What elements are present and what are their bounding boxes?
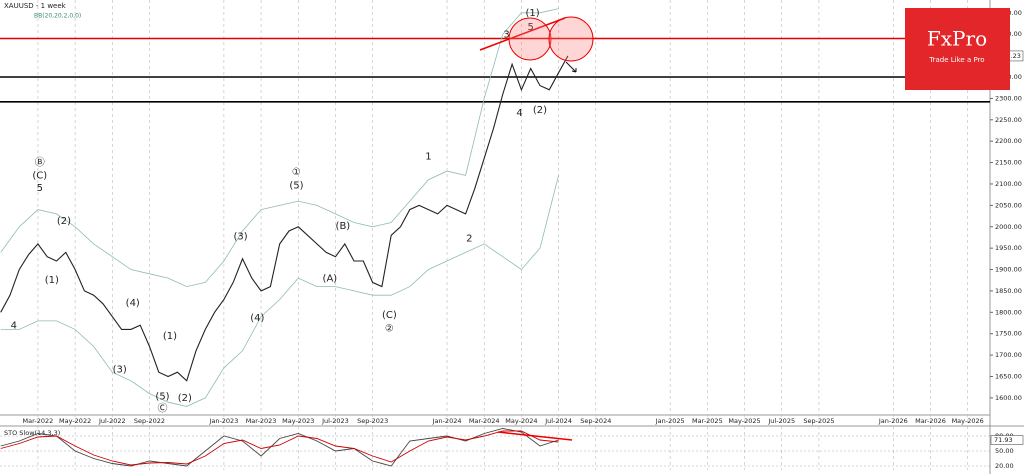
stochastic-line — [0, 428, 559, 467]
x-tick-label: Jul-2022 — [98, 417, 126, 425]
stochastic-last-label: 71.93 — [994, 436, 1013, 444]
y-tick-label: 2250.00 — [995, 116, 1022, 124]
x-tick-label: Jan-2023 — [208, 417, 238, 425]
wave-label: 4 — [516, 108, 522, 119]
x-tick-label: Jan-2026 — [878, 417, 908, 425]
wave-label: 2 — [466, 234, 472, 245]
wave-label: (B) — [336, 221, 351, 232]
x-tick-label: Mar-2022 — [23, 417, 54, 425]
stochastic-title: STO Slow(14,3,3) — [4, 429, 60, 437]
y-tick-label: 2050.00 — [995, 201, 1022, 209]
y-tick-label: 2100.00 — [995, 180, 1022, 188]
x-tick-label: Mar-2025 — [692, 417, 723, 425]
x-tick-label: Mar-2024 — [469, 417, 500, 425]
x-tick-label: Jul-2024 — [544, 417, 572, 425]
wave-label: (1) — [525, 8, 539, 19]
y-tick-label: 1750.00 — [995, 330, 1022, 338]
wave-label: (3) — [113, 365, 127, 376]
wave-label: (C) — [32, 170, 47, 181]
y-tick-label: 1650.00 — [995, 372, 1022, 380]
highlight-circle — [508, 17, 552, 61]
wave-label: Ⓒ — [158, 403, 168, 415]
stochastic-trend-line — [497, 431, 573, 441]
wave-label: (2) — [533, 105, 547, 116]
y-tick-label: 2200.00 — [995, 137, 1022, 145]
wave-label: (C) — [382, 310, 397, 321]
wave-label: (1) — [45, 275, 59, 286]
x-tick-label: Sep-2025 — [803, 417, 834, 425]
bollinger-band — [0, 8, 559, 288]
x-tick-label: Jul-2023 — [321, 417, 349, 425]
y-tick-label: 1800.00 — [995, 308, 1022, 316]
wave-label: (1) — [163, 331, 177, 342]
projection-arrow — [565, 61, 577, 73]
stochastic-tick-label: 20.00 — [995, 462, 1014, 470]
wave-label: (3) — [234, 232, 248, 243]
wave-label: 3 — [503, 30, 509, 41]
x-tick-label: May-2025 — [728, 417, 760, 425]
wave-label: 1 — [425, 152, 431, 163]
y-tick-label: 2300.00 — [995, 94, 1022, 102]
x-tick-label: Mar-2023 — [246, 417, 277, 425]
x-tick-label: Sep-2024 — [580, 417, 611, 425]
stochastic-line — [0, 430, 559, 466]
x-tick-label: May-2026 — [952, 417, 984, 425]
wave-label: Ⓑ — [35, 157, 45, 169]
x-tick-label: Mar-2026 — [915, 417, 946, 425]
x-tick-label: Sep-2022 — [134, 417, 165, 425]
logo-tagline: Trade Like a Pro — [928, 56, 984, 64]
wave-label: (A) — [323, 274, 338, 285]
wave-label: ① — [292, 167, 301, 178]
y-tick-label: 1700.00 — [995, 351, 1022, 359]
x-tick-label: Jul-2025 — [767, 417, 795, 425]
y-tick-label: 2150.00 — [995, 159, 1022, 167]
wave-label: (2) — [57, 216, 71, 227]
logo-box — [905, 8, 1010, 90]
y-tick-label: 1950.00 — [995, 244, 1022, 252]
x-tick-label: Jan-2025 — [655, 417, 685, 425]
y-tick-label: 1900.00 — [995, 266, 1022, 274]
stochastic-tick-label: 50.00 — [995, 447, 1014, 455]
y-tick-label: 1850.00 — [995, 287, 1022, 295]
highlight-circle — [548, 16, 594, 62]
wave-label: (5) — [155, 392, 169, 403]
wave-label: (4) — [250, 313, 264, 324]
y-tick-label: 2000.00 — [995, 223, 1022, 231]
bollinger-band — [0, 175, 559, 407]
logo-name: FxPro — [927, 27, 987, 51]
x-tick-label: May-2022 — [59, 417, 91, 425]
wave-label: 4 — [11, 321, 17, 332]
x-tick-label: May-2023 — [282, 417, 314, 425]
wave-label: 5 — [528, 22, 534, 33]
trend-line — [479, 17, 566, 51]
x-tick-label: May-2024 — [505, 417, 537, 425]
chart-title: XAUUSD - 1 week — [4, 2, 67, 10]
wave-label: (5) — [289, 181, 303, 192]
x-tick-label: Jan-2024 — [432, 417, 462, 425]
price-line — [0, 55, 569, 382]
wave-label: (2) — [178, 393, 192, 404]
wave-label: ② — [385, 324, 394, 335]
y-tick-label: 1600.00 — [995, 394, 1022, 402]
chart-subtitle: BB(20,20,2,0,0) — [34, 13, 81, 20]
stochastic-last-box — [990, 435, 1024, 445]
wave-label: 5 — [37, 183, 43, 194]
wave-label: (4) — [126, 298, 140, 309]
x-tick-label: Sep-2023 — [357, 417, 388, 425]
